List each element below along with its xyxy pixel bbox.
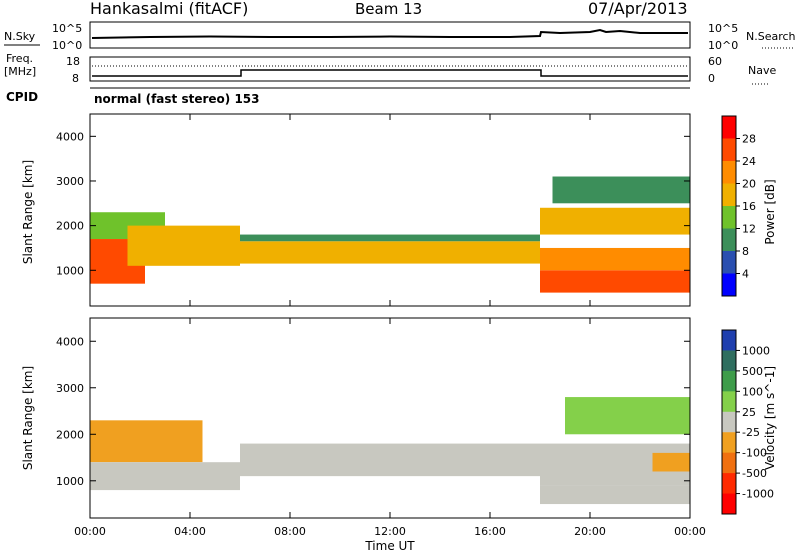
velocity-scale-tick-label: 500: [742, 365, 763, 378]
power-scale-tick-label: 8: [742, 245, 749, 258]
velocity-region: [90, 462, 240, 491]
power-region: [127, 225, 240, 266]
power-scale-tick-label: 24: [742, 155, 756, 168]
velocity-scale-tick-label: 100: [742, 385, 763, 398]
velocity-scale-swatch: [722, 432, 736, 454]
noise-right-label: N.Search: [746, 30, 796, 43]
date-title: 07/Apr/2013: [588, 0, 688, 18]
power-scale-swatch: [722, 116, 736, 139]
power-region: [240, 234, 540, 242]
time-tick-label: 08:00: [274, 525, 306, 538]
cpid-mode: normal (fast stereo) 153: [94, 92, 260, 106]
freq-left-label-1: Freq.: [6, 52, 33, 65]
power-region: [540, 270, 690, 293]
nave-line: [92, 69, 688, 77]
power-scale-swatch: [722, 161, 736, 184]
power-scale-tick-label: 28: [742, 133, 756, 146]
power-region: [540, 207, 690, 235]
velocity-range-label: Slant Range [km]: [21, 366, 35, 470]
velocity-scale-tick-label: 1000: [742, 344, 770, 357]
velocity-scale-tick-label: 25: [742, 406, 756, 419]
power-range-label: Slant Range [km]: [21, 160, 35, 264]
time-axis-label: Time UT: [364, 539, 415, 553]
time-tick-label: 04:00: [174, 525, 206, 538]
velocity-scale-swatch: [722, 350, 736, 372]
velocity-scale-tick-label: -500: [742, 467, 767, 480]
noise-right-tick-top: 10^5: [708, 22, 738, 35]
station-title: Hankasalmi (fitACF): [90, 0, 248, 18]
time-tick-label: 16:00: [474, 525, 506, 538]
freq-left-label-2: [MHz]: [4, 65, 36, 78]
velocity-scale-swatch: [722, 411, 736, 433]
velocity-region: [90, 420, 203, 463]
velocity-range-tick-label: 4000: [56, 335, 84, 348]
power-region: [240, 241, 540, 264]
power-scale-swatch: [722, 183, 736, 207]
velocity-scale-swatch: [722, 391, 736, 413]
velocity-range-tick-label: 2000: [56, 428, 84, 441]
velocity-region: [652, 452, 690, 472]
noise-right-tick-bottom: 10^0: [708, 39, 738, 52]
nave-label: Nave: [748, 64, 776, 77]
velocity-region: [565, 397, 690, 435]
velocity-scale-swatch: [722, 473, 736, 495]
power-scale-tick-label: 12: [742, 223, 756, 236]
time-tick-label: 00:00: [674, 525, 706, 538]
noise-sky-line: [91, 28, 688, 39]
power-scale-swatch: [722, 138, 736, 162]
time-tick-label: 00:00: [74, 525, 106, 538]
power-range-tick-label: 2000: [56, 220, 84, 233]
noise-left-label: N.Sky: [4, 30, 36, 43]
velocity-scale-swatch: [722, 493, 736, 515]
time-tick-label: 20:00: [574, 525, 606, 538]
power-scale-swatch: [722, 228, 736, 252]
velocity-scale-bar-frame: [721, 329, 737, 515]
velocity-scale-tick-label: -1000: [742, 488, 774, 501]
velocity-scale-swatch: [722, 370, 736, 392]
freq-left-tick-bottom: 8: [72, 72, 79, 85]
time-tick-label: 12:00: [374, 525, 406, 538]
noise-left-tick-bottom: 10^0: [52, 39, 82, 52]
velocity-range-tick-label: 3000: [56, 382, 84, 395]
cpid-label: CPID: [6, 90, 38, 104]
power-heatmap: [90, 176, 690, 293]
power-scale-label: Power [dB]: [763, 179, 777, 244]
power-scale-swatch: [722, 273, 736, 297]
power-scale-tick-label: 4: [742, 268, 749, 281]
power-scale-swatch: [722, 206, 736, 229]
velocity-region: [240, 443, 540, 477]
freq-right-tick-top: 60: [708, 55, 722, 68]
power-region: [552, 176, 690, 204]
velocity-scale-tick-label: -25: [742, 426, 760, 439]
velocity-scale-tick-label: -100: [742, 447, 767, 460]
velocity-range-tick-label: 1000: [56, 475, 84, 488]
power-scale-swatch: [722, 251, 736, 274]
velocity-scale-swatch: [722, 452, 736, 474]
power-scale-tick-label: 20: [742, 178, 756, 191]
noise-left-tick-top: 10^5: [52, 22, 82, 35]
freq-left-tick-top: 18: [66, 55, 80, 68]
freq-panel-frame: [89, 56, 691, 82]
noise-panel-frame: [89, 21, 691, 49]
power-scale-tick-label: 16: [742, 200, 756, 213]
power-region: [540, 247, 690, 271]
beam-title: Beam 13: [355, 0, 422, 18]
freq-right-tick-bottom: 0: [708, 72, 715, 85]
velocity-region: [540, 485, 690, 505]
velocity-scale-swatch: [722, 330, 736, 351]
velocity-heatmap: [90, 397, 690, 505]
power-range-tick-label: 3000: [56, 175, 84, 188]
velocity-scale-label: Velocity [m s^-1]: [763, 366, 777, 470]
power-range-tick-label: 4000: [56, 130, 84, 143]
power-range-tick-label: 1000: [56, 264, 84, 277]
